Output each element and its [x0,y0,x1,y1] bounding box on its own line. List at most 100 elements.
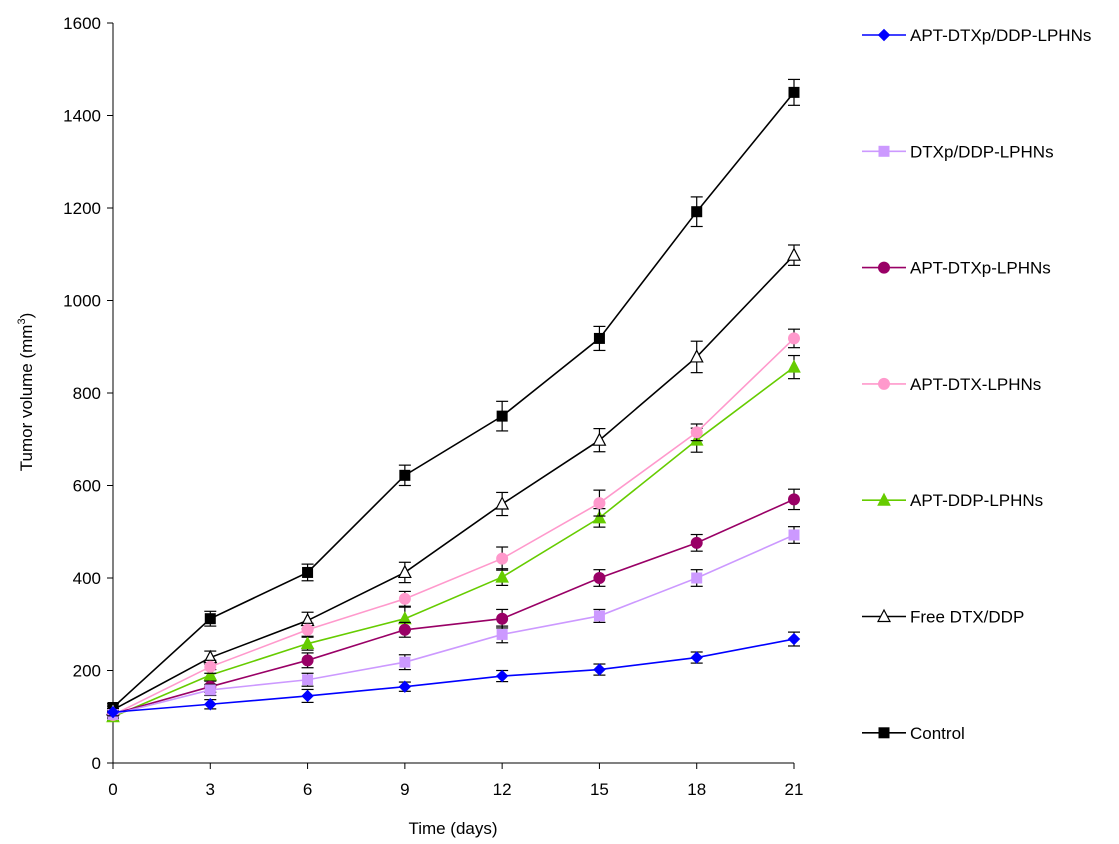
legend-marker [878,727,890,739]
x-tick-label: 18 [687,780,706,799]
data-point [302,674,314,686]
legend-item-apt-dtx-lphns: APT-DTX-LPHNs [862,375,1041,394]
data-point [496,628,508,640]
legend-item-apt-ddp-lphns: APT-DDP-LPHNs [862,491,1043,510]
y-axis-title-superscript: 3 [16,318,28,324]
data-point [204,660,217,673]
data-point [788,86,800,98]
data-point [593,497,606,510]
data-point [106,705,120,719]
series-line [112,498,795,715]
legend-label: APT-DDP-LPHNs [910,491,1043,510]
data-point [593,610,605,622]
data-point [788,332,800,345]
y-tick-label: 1200 [63,199,101,218]
data-point [689,349,704,363]
x-tick-label: 12 [493,780,512,799]
series-layer [106,78,801,723]
data-point [690,426,703,439]
data-point [592,432,607,446]
x-tick-label: 3 [206,780,215,799]
legend-marker [877,608,891,623]
data-point [495,669,509,683]
data-point [788,493,800,506]
data-point [787,632,801,646]
data-point [399,656,411,668]
data-point [397,564,412,579]
y-tick-label: 200 [73,662,101,681]
data-point [496,612,509,625]
legend-item-dtxp-ddp-lphns: DTXp/DDP-LPHNs [862,142,1054,161]
data-point [301,689,314,703]
data-point [690,536,703,549]
series-line [112,534,795,716]
data-point [496,410,508,422]
series-control [107,78,800,713]
data-point [495,569,509,583]
data-point [399,469,411,481]
legend-label: APT-DTXp/DDP-LPHNs [910,26,1091,45]
series-line [112,337,795,716]
data-point [204,684,216,696]
legend-marker [877,28,891,42]
series-apt-dtxp-ddp-lphns [106,631,801,719]
data-point [398,623,411,636]
data-point [593,332,605,344]
y-tick-label: 800 [73,384,101,403]
data-point [788,529,800,541]
data-point [691,572,703,584]
series-line [112,638,795,713]
y-axis-title: Tumor volume (mm3) [16,313,36,472]
x-tick-label: 9 [400,780,409,799]
series-line [112,254,795,711]
x-tick-label: 21 [785,780,804,799]
x-axis-title: Time (days) [408,819,497,838]
legend-marker [877,492,891,506]
legend-label: Free DTX/DDP [910,608,1024,627]
data-point [398,592,411,605]
data-point [690,651,703,664]
y-tick-label: 1600 [63,14,101,33]
y-axis-title-tail: ) [17,313,36,319]
legend-marker [878,261,890,274]
legend-label: DTXp/DDP-LPHNs [910,142,1054,161]
x-tick-label: 15 [590,780,609,799]
legend-label: Control [910,724,965,743]
data-point [300,636,315,650]
x-tick-label: 0 [108,780,117,799]
data-point [593,663,606,676]
series-apt-dtx-lphns [107,328,800,721]
y-tick-label: 1000 [63,292,101,311]
data-point [496,552,509,565]
legend-label: APT-DTXp-LPHNs [910,259,1051,278]
x-tick-label: 6 [303,780,312,799]
legend-item-free-dtx-ddp: Free DTX/DDP [862,608,1024,627]
legend-marker [878,145,890,157]
data-point [398,680,412,693]
series-dtxp-ddp-lphns [107,526,800,720]
data-point [593,572,606,584]
legend-item-apt-dtxp-ddp-lphns: APT-DTXp/DDP-LPHNs [862,26,1091,45]
data-point [691,206,703,218]
series-line [112,366,795,718]
series-free-dtx-ddp [106,244,801,716]
series-line [112,91,795,709]
data-point [787,359,801,373]
legend: APT-DTXp/DDP-LPHNs DTXp/DDP-LPHNs APT-DTXp… [862,26,1091,743]
y-tick-label: 600 [73,477,101,496]
data-point [204,698,217,711]
legend-marker [878,377,890,390]
data-point [301,623,314,636]
y-axis-title-main: Tumor volume (mm [17,325,36,472]
data-point [204,613,216,625]
data-point [301,654,314,667]
data-point [495,496,510,510]
legend-item-apt-dtxp-lphns: APT-DTXp-LPHNs [862,259,1051,278]
data-point [787,247,801,261]
y-tick-label: 0 [92,754,101,773]
data-point [592,510,607,524]
axes: 0 200 400 600 800 1000 1200 1400 1600 0 3 6 9 12 15 18 2… [63,14,803,799]
legend-label: APT-DTX-LPHNs [910,375,1041,394]
